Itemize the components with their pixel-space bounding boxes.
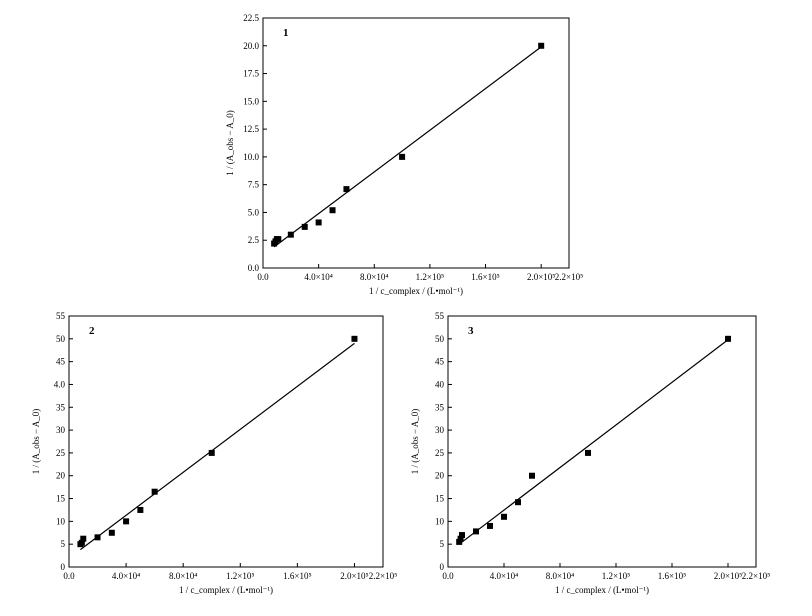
x-tick-label: 1.2×10⁵ bbox=[226, 571, 254, 581]
plot-frame bbox=[447, 315, 757, 568]
data-point bbox=[343, 186, 350, 193]
y-tick-label: 20 bbox=[56, 471, 66, 481]
panel-label: 3 bbox=[468, 325, 474, 337]
panel-label: 1 bbox=[283, 27, 289, 39]
x-axis-label: 1 / c_complex / (L•mol⁻¹) bbox=[179, 585, 273, 595]
data-point bbox=[399, 153, 406, 160]
y-tick-label: 25 bbox=[435, 448, 445, 458]
fit-line bbox=[273, 46, 542, 248]
data-point bbox=[725, 335, 731, 342]
y-tick-label: 15 bbox=[435, 494, 445, 504]
y-tick-label: 5.0 bbox=[248, 207, 260, 217]
data-point bbox=[78, 539, 85, 546]
data-point bbox=[459, 532, 465, 539]
y-axis-label: 1 / (A_obs − A_0) bbox=[410, 409, 420, 475]
x-tick-label: 4.0×10⁴ bbox=[304, 272, 332, 282]
y-tick-label: 10.0 bbox=[243, 152, 259, 162]
plot-frame bbox=[262, 17, 570, 269]
y-tick-label: 7.5 bbox=[248, 180, 260, 190]
y-tick-label: 15 bbox=[56, 494, 66, 504]
data-point bbox=[137, 506, 144, 513]
x-tick-label: 4.0×10⁴ bbox=[112, 571, 140, 581]
x-tick-label: 0.0 bbox=[63, 571, 75, 581]
data-point bbox=[275, 236, 282, 243]
x-tick-label: 8.0×10⁴ bbox=[360, 272, 388, 282]
y-tick-label: 40 bbox=[435, 379, 445, 389]
x-tick-label: 1.2×10⁵ bbox=[602, 571, 630, 581]
data-point bbox=[501, 513, 507, 520]
x-tick-label: 8.0×10⁴ bbox=[169, 571, 197, 581]
y-tick-label: 35 bbox=[56, 402, 66, 412]
data-point bbox=[456, 538, 463, 545]
data-point bbox=[529, 472, 535, 479]
y-tick-label: 10 bbox=[56, 516, 66, 526]
x-tick-label: 2.0×10⁵ bbox=[340, 571, 368, 581]
data-point bbox=[515, 499, 521, 506]
y-tick-label: 45 bbox=[435, 357, 445, 367]
y-tick-label: 0 bbox=[61, 562, 66, 572]
x-tick-label: 1.2×10⁵ bbox=[416, 272, 444, 282]
y-tick-label: 25 bbox=[56, 448, 66, 458]
data-point bbox=[351, 335, 358, 342]
y-tick-label: 5 bbox=[61, 539, 66, 549]
y-tick-label: 0.0 bbox=[248, 263, 260, 273]
y-tick-label: 4.0 bbox=[54, 379, 66, 389]
data-point bbox=[151, 488, 158, 495]
y-tick-label: 12.5 bbox=[243, 124, 259, 134]
data-point bbox=[329, 207, 336, 214]
x-tick-label: 2.0×10⁵ bbox=[527, 272, 555, 282]
x-tick-label: 2.2×10⁵ bbox=[555, 272, 583, 282]
data-point bbox=[315, 219, 322, 226]
data-point bbox=[208, 449, 215, 456]
y-tick-label: 5 bbox=[440, 539, 445, 549]
x-tick-label: 2.0×10⁵ bbox=[714, 571, 742, 581]
y-tick-label: 45 bbox=[56, 357, 66, 367]
y-tick-label: 2.5 bbox=[248, 235, 260, 245]
y-tick-label: 15.0 bbox=[243, 96, 259, 106]
y-tick-label: 50 bbox=[435, 334, 445, 344]
x-tick-label: 0.0 bbox=[257, 272, 269, 282]
x-tick-label: 1.6×10⁵ bbox=[658, 571, 686, 581]
data-point bbox=[108, 529, 115, 536]
data-point bbox=[538, 42, 545, 49]
x-tick-label: 1.6×10⁵ bbox=[471, 272, 499, 282]
y-tick-label: 55 bbox=[435, 311, 445, 321]
y-tick-label: 30 bbox=[56, 425, 66, 435]
x-tick-label: 8.0×10⁴ bbox=[546, 571, 574, 581]
plot-frame bbox=[68, 315, 384, 568]
panel-label: 2 bbox=[89, 325, 95, 337]
y-tick-label: 0 bbox=[440, 562, 445, 572]
x-tick-label: 2.2×10⁵ bbox=[369, 571, 397, 581]
data-point bbox=[457, 535, 464, 542]
y-tick-label: 30 bbox=[435, 425, 445, 435]
data-point bbox=[487, 522, 493, 529]
y-tick-label: 50 bbox=[56, 334, 66, 344]
y-tick-label: 20.0 bbox=[243, 41, 259, 51]
y-axis-label: 1 / (A_obs − A_0) bbox=[31, 409, 41, 475]
y-tick-label: 55 bbox=[56, 311, 66, 321]
x-tick-label: 4.0×10⁴ bbox=[490, 571, 518, 581]
y-tick-label: 22.5 bbox=[243, 13, 259, 23]
data-point bbox=[80, 535, 87, 542]
x-tick-label: 1.6×10⁵ bbox=[283, 571, 311, 581]
y-tick-label: 10 bbox=[435, 516, 445, 526]
fit-line bbox=[80, 342, 355, 551]
x-tick-label: 2.2×10⁵ bbox=[742, 571, 770, 581]
data-point bbox=[585, 449, 591, 456]
y-tick-label: 20 bbox=[435, 471, 445, 481]
x-axis-label: 1 / c_complex / (L•mol⁻¹) bbox=[369, 286, 463, 296]
x-axis-label: 1 / c_complex / (L•mol⁻¹) bbox=[555, 585, 649, 595]
y-axis-label: 1 / (A_obs − A_0) bbox=[225, 110, 235, 176]
x-tick-label: 0.0 bbox=[442, 571, 454, 581]
y-tick-label: 17.5 bbox=[243, 69, 259, 79]
data-point bbox=[301, 223, 308, 230]
y-tick-label: 35 bbox=[435, 402, 445, 412]
data-point bbox=[123, 518, 130, 525]
fit-line bbox=[458, 339, 729, 545]
